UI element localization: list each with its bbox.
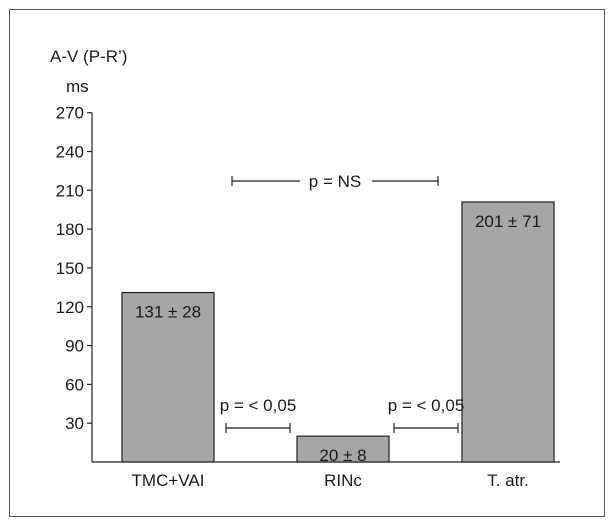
y-tick-label: 180 — [56, 220, 84, 239]
data-label: 201 ± 71 — [475, 212, 541, 231]
y-tick-label: 240 — [56, 143, 84, 162]
data-label: 131 ± 28 — [135, 303, 201, 322]
data-label: 20 ± 8 — [319, 446, 366, 465]
y-tick-label: 210 — [56, 181, 84, 200]
y-axis-label: A-V (P-R’) — [50, 47, 127, 66]
significance-bracket: p = < 0,05 — [388, 396, 465, 433]
p-value-label: p = NS — [309, 172, 361, 191]
significance-bracket: p = NS — [231, 172, 439, 191]
y-tick-label: 150 — [56, 259, 84, 278]
p-value-label: p = < 0,05 — [388, 396, 465, 415]
p-value-label: p = < 0,05 — [220, 396, 297, 415]
bar — [296, 435, 390, 463]
x-tick-label: T. atr. — [487, 471, 529, 490]
significance-bracket: p = < 0,05 — [220, 396, 297, 433]
y-tick-label: 90 — [65, 337, 84, 356]
bar — [461, 201, 555, 463]
x-tick-label: TMC+VAI — [132, 471, 205, 490]
y-tick-label: 120 — [56, 298, 84, 317]
y-tick-label: 270 — [56, 104, 84, 123]
y-tick-label: 30 — [65, 414, 84, 433]
x-tick-label: RINc — [324, 471, 362, 490]
y-axis-unit: ms — [66, 77, 89, 96]
bar — [121, 291, 215, 463]
y-tick-label: 60 — [65, 375, 84, 394]
